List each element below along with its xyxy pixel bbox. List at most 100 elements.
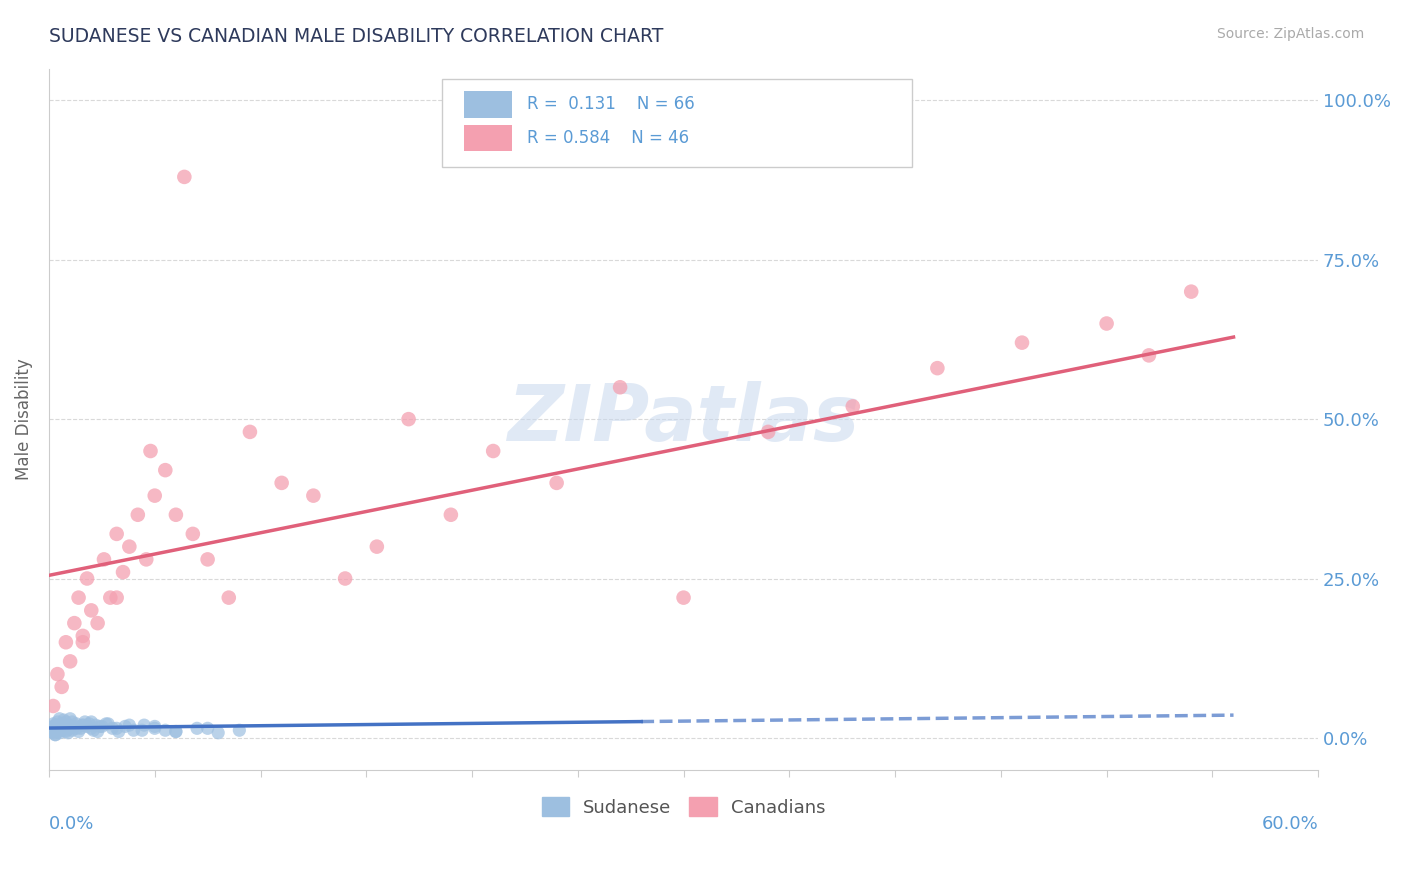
Point bbox=[73, 714, 96, 729]
Point bbox=[197, 552, 219, 566]
Point bbox=[59, 654, 82, 668]
Point bbox=[186, 722, 208, 736]
Point bbox=[59, 722, 82, 736]
Point bbox=[118, 718, 141, 732]
Point bbox=[143, 719, 166, 733]
Point bbox=[101, 722, 124, 736]
Point bbox=[80, 722, 103, 736]
Point bbox=[55, 714, 77, 729]
Point bbox=[366, 540, 388, 554]
Text: 60.0%: 60.0% bbox=[1261, 815, 1319, 833]
Point bbox=[46, 667, 69, 681]
Bar bbox=[464, 125, 512, 152]
Text: R =  0.131    N = 66: R = 0.131 N = 66 bbox=[527, 95, 695, 113]
Point bbox=[52, 722, 75, 736]
Point bbox=[82, 723, 104, 738]
Point bbox=[111, 565, 134, 579]
Point bbox=[48, 719, 70, 733]
Point bbox=[51, 680, 73, 694]
Point bbox=[97, 716, 120, 731]
Point bbox=[51, 723, 73, 738]
Text: ZIPatlas: ZIPatlas bbox=[508, 381, 859, 457]
Point bbox=[84, 718, 107, 732]
Point bbox=[609, 380, 631, 394]
Point bbox=[756, 425, 779, 439]
Point bbox=[98, 591, 121, 605]
Point bbox=[55, 724, 77, 739]
Point bbox=[77, 716, 100, 731]
Point bbox=[63, 616, 86, 631]
Point bbox=[333, 572, 356, 586]
Point bbox=[842, 400, 865, 414]
Point bbox=[72, 718, 94, 732]
Point bbox=[67, 724, 90, 739]
Point bbox=[80, 603, 103, 617]
Point bbox=[122, 723, 145, 738]
Point bbox=[482, 444, 505, 458]
Point bbox=[672, 591, 695, 605]
Point bbox=[107, 724, 129, 739]
Point bbox=[105, 591, 128, 605]
Point bbox=[76, 719, 98, 733]
Point bbox=[239, 425, 262, 439]
Point bbox=[86, 724, 108, 739]
Point bbox=[302, 489, 325, 503]
Point bbox=[48, 726, 70, 740]
Point bbox=[67, 591, 90, 605]
Point bbox=[270, 475, 292, 490]
Point bbox=[44, 728, 66, 742]
Point bbox=[197, 722, 219, 736]
Point bbox=[46, 722, 69, 736]
Point bbox=[127, 508, 149, 522]
Point bbox=[1095, 317, 1118, 331]
Point bbox=[927, 361, 949, 376]
Point bbox=[89, 719, 111, 733]
Text: SUDANESE VS CANADIAN MALE DISABILITY CORRELATION CHART: SUDANESE VS CANADIAN MALE DISABILITY COR… bbox=[49, 27, 664, 45]
Point bbox=[63, 719, 86, 733]
Point bbox=[60, 723, 83, 738]
Point bbox=[105, 722, 128, 736]
Point bbox=[155, 723, 177, 738]
Point bbox=[44, 718, 66, 732]
Point bbox=[55, 635, 77, 649]
Point bbox=[42, 716, 65, 731]
Point bbox=[93, 552, 115, 566]
Y-axis label: Male Disability: Male Disability bbox=[15, 359, 32, 480]
Point bbox=[155, 463, 177, 477]
Point bbox=[55, 723, 77, 738]
Point bbox=[56, 726, 79, 740]
Point bbox=[1137, 348, 1160, 362]
Point bbox=[173, 169, 195, 184]
Point bbox=[114, 719, 136, 733]
Legend: Sudanese, Canadians: Sudanese, Canadians bbox=[534, 790, 832, 824]
Point bbox=[134, 718, 156, 732]
Point bbox=[139, 444, 162, 458]
Point bbox=[228, 723, 250, 738]
Point bbox=[56, 718, 79, 732]
Point bbox=[1180, 285, 1202, 299]
Text: 0.0%: 0.0% bbox=[49, 815, 94, 833]
Point bbox=[52, 713, 75, 727]
Point bbox=[165, 508, 187, 522]
Point bbox=[51, 722, 73, 736]
Point bbox=[65, 722, 87, 736]
Point bbox=[46, 724, 69, 739]
Point bbox=[165, 724, 187, 739]
Point bbox=[86, 616, 108, 631]
Text: R = 0.584    N = 46: R = 0.584 N = 46 bbox=[527, 129, 689, 147]
Point bbox=[105, 527, 128, 541]
Point bbox=[72, 629, 94, 643]
Point bbox=[118, 540, 141, 554]
Point bbox=[1011, 335, 1033, 350]
Text: Source: ZipAtlas.com: Source: ZipAtlas.com bbox=[1216, 27, 1364, 41]
Point bbox=[143, 489, 166, 503]
Point bbox=[39, 722, 62, 736]
Point bbox=[207, 726, 229, 740]
Point bbox=[65, 716, 87, 731]
Point bbox=[42, 726, 65, 740]
Point bbox=[165, 724, 187, 739]
Point bbox=[46, 714, 69, 729]
Point bbox=[90, 719, 112, 733]
Point bbox=[69, 722, 91, 736]
Bar bbox=[464, 91, 512, 118]
